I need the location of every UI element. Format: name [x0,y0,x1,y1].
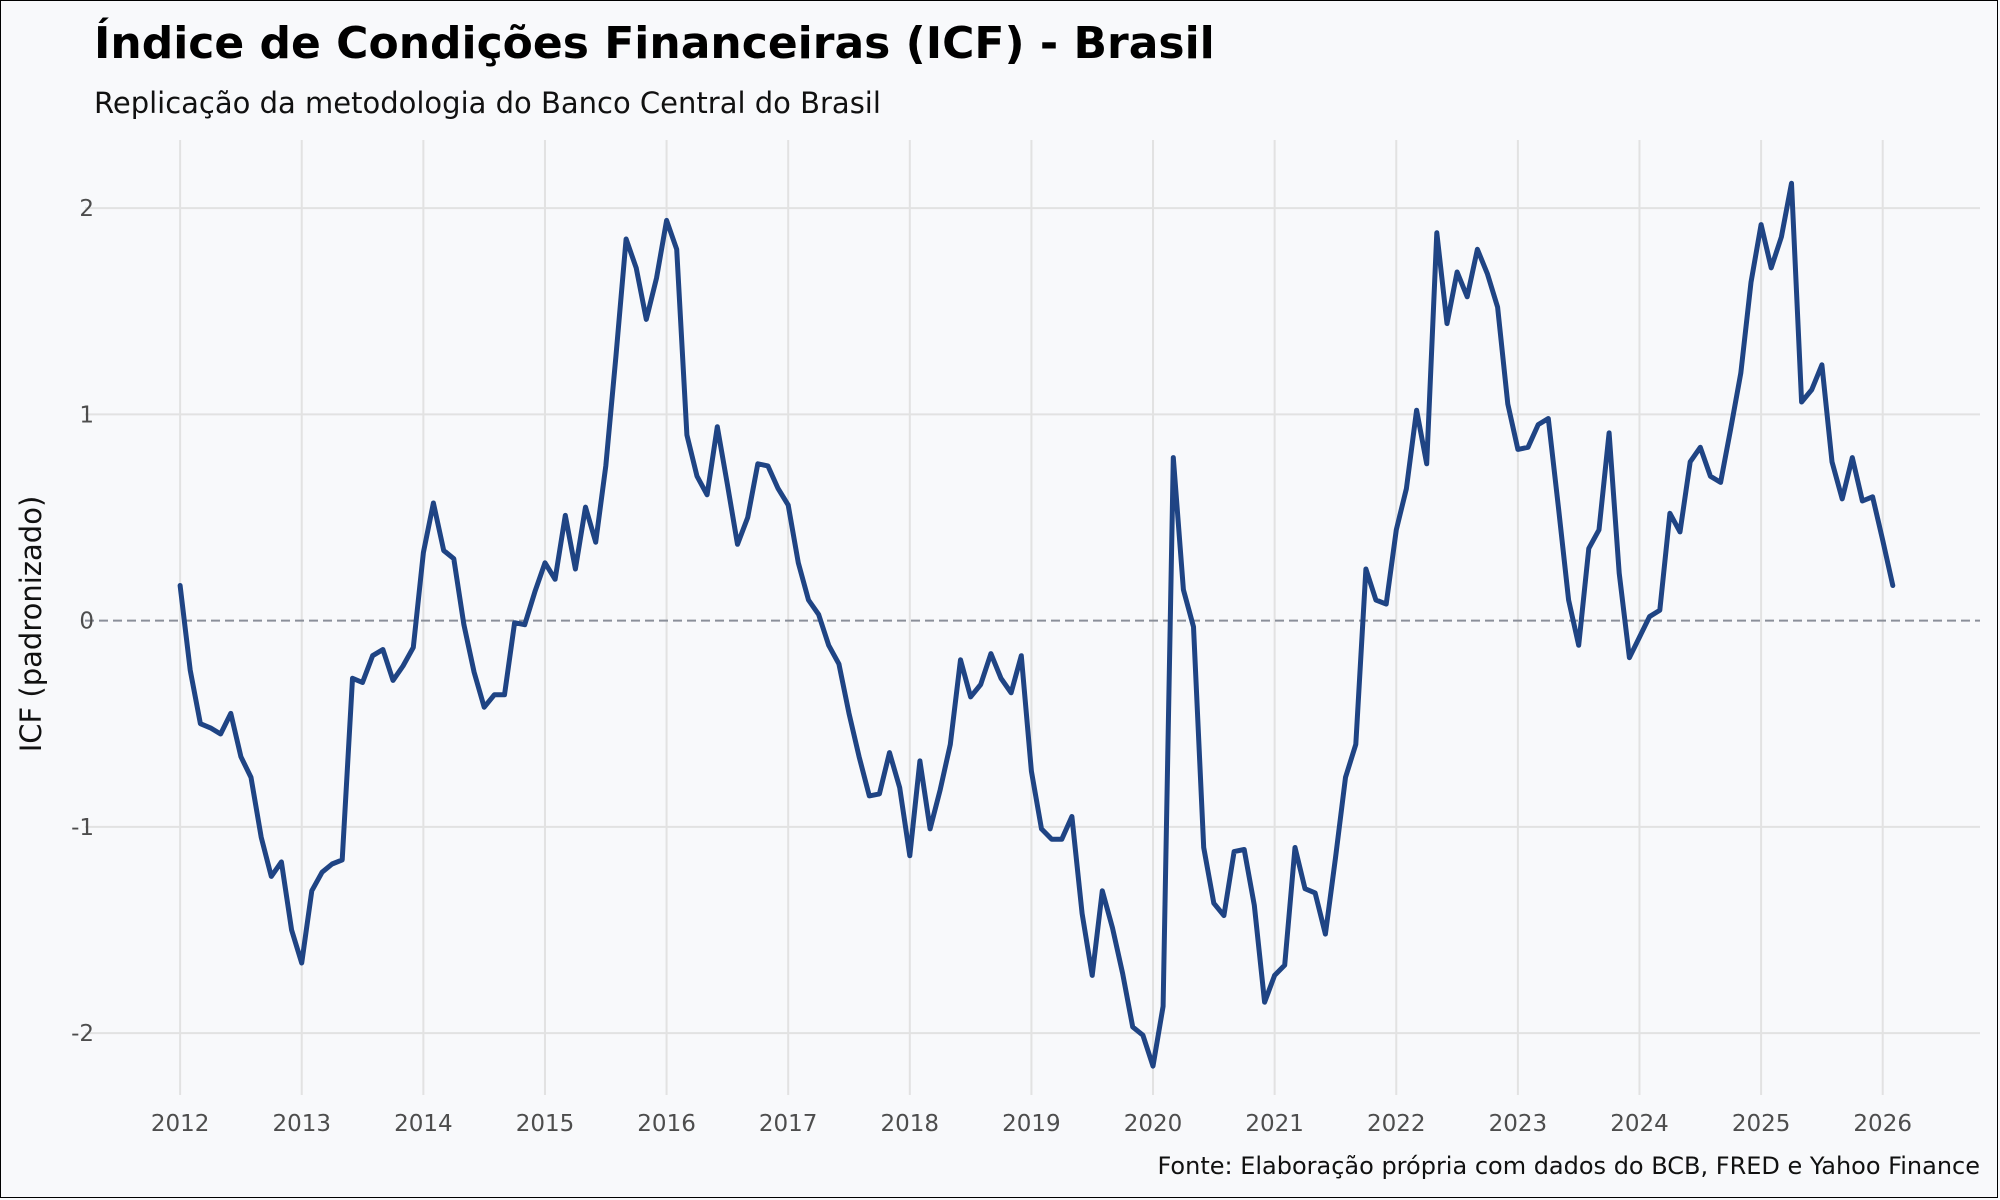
x-tick-label: 2018 [881,1111,940,1137]
x-tick-label: 2016 [637,1111,696,1137]
source-caption: Fonte: Elaboração própria com dados do B… [1157,1152,1980,1180]
x-tick-label: 2020 [1124,1111,1183,1137]
x-tick-label: 2015 [516,1111,575,1137]
x-tick-label: 2025 [1732,1111,1791,1137]
y-tick-label: 2 [79,196,94,222]
x-tick-label: 2023 [1489,1111,1548,1137]
icf-series-line [177,180,1896,1069]
y-tick-label: -2 [71,1021,94,1047]
y-axis-ticks: -2 -1 0 1 2 [71,196,94,1047]
x-tick-label: 2026 [1853,1111,1912,1137]
x-tick-label: 2019 [1002,1111,1061,1137]
x-tick-label: 2014 [394,1111,453,1137]
y-tick-label: -1 [71,815,94,841]
x-tick-label: 2017 [759,1111,818,1137]
x-axis-ticks: 2012 2013 2014 2015 2016 2017 2018 2019 2020 2021… [151,1111,1912,1137]
x-tick-label: 2013 [272,1111,331,1137]
y-tick-label: 1 [79,402,94,428]
chart-title: Índice de Condições Financeiras (ICF) - … [94,18,1215,69]
chart-subtitle: Replicação da metodologia do Banco Centr… [94,86,881,120]
y-axis-label: ICF (padronizado) [14,496,48,753]
x-tick-label: 2024 [1610,1111,1669,1137]
y-tick-label: 0 [79,609,94,635]
x-tick-label: 2022 [1367,1111,1426,1137]
x-tick-label: 2012 [151,1111,210,1137]
grid-lines [85,140,1980,1095]
x-tick-label: 2021 [1245,1111,1304,1137]
